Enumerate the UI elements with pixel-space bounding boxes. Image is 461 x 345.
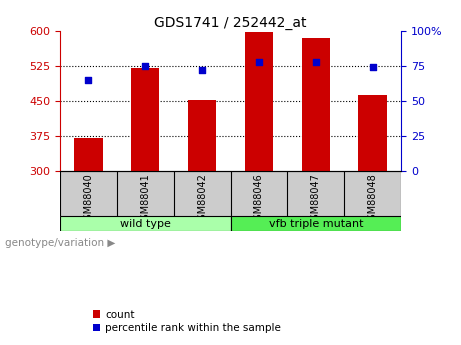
Bar [358, 95, 387, 170]
Text: GSM88041: GSM88041 [140, 173, 150, 226]
Point [198, 67, 206, 73]
Text: GSM88040: GSM88040 [83, 173, 94, 226]
Bar [188, 100, 216, 170]
Bar [74, 138, 102, 170]
Text: vfb triple mutant: vfb triple mutant [269, 219, 363, 229]
Legend: count, percentile rank within the sample: count, percentile rank within the sample [93, 310, 281, 333]
Bar [230, 216, 401, 231]
Text: genotype/variation ▶: genotype/variation ▶ [5, 238, 115, 248]
Point [255, 59, 263, 65]
Point [142, 63, 149, 69]
Point [312, 59, 319, 65]
Text: GSM88042: GSM88042 [197, 173, 207, 226]
Text: GSM88048: GSM88048 [367, 173, 378, 226]
Text: GSM88047: GSM88047 [311, 173, 321, 226]
Bar [60, 216, 230, 231]
Title: GDS1741 / 252442_at: GDS1741 / 252442_at [154, 16, 307, 30]
Text: GSM88046: GSM88046 [254, 173, 264, 226]
Text: wild type: wild type [120, 219, 171, 229]
Bar [245, 32, 273, 170]
Bar [131, 68, 160, 170]
Bar [301, 38, 330, 170]
Point [85, 77, 92, 82]
Point [369, 65, 376, 70]
